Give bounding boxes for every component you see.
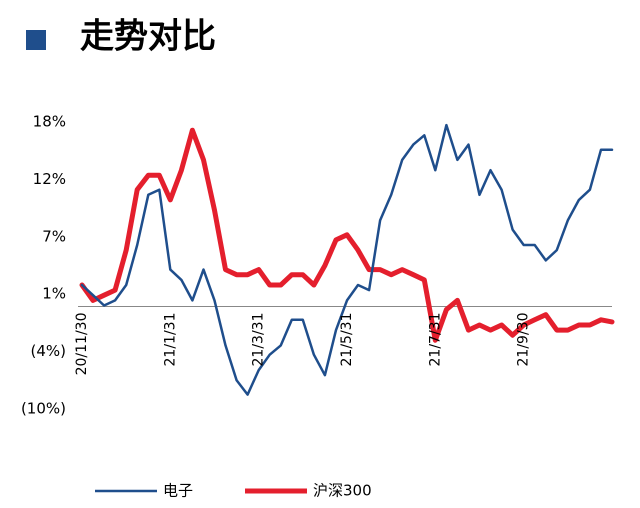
- legend-label: 沪深300: [313, 482, 372, 500]
- y-tick-label: 7%: [42, 227, 66, 245]
- y-tick-label: 18%: [33, 113, 66, 131]
- title-marker: [26, 30, 46, 50]
- y-tick-label: 12%: [33, 170, 66, 188]
- x-tick-label: 20/11/30: [74, 313, 90, 376]
- chart-title: 走势对比: [80, 17, 216, 57]
- x-tick-label: 21/5/31: [339, 313, 355, 367]
- x-tick-label: 21/3/31: [251, 313, 267, 367]
- series-line: [80, 123, 614, 396]
- x-tick-label: 21/1/31: [162, 313, 178, 367]
- series-line: [79, 127, 615, 343]
- x-tick-label: 21/7/31: [427, 313, 443, 367]
- y-tick-label: (4%): [30, 342, 66, 360]
- x-tick-label: 21/9/30: [516, 313, 532, 367]
- legend-label: 电子: [163, 482, 193, 500]
- y-tick-label: (10%): [21, 400, 66, 418]
- y-tick-label: 1%: [42, 285, 66, 303]
